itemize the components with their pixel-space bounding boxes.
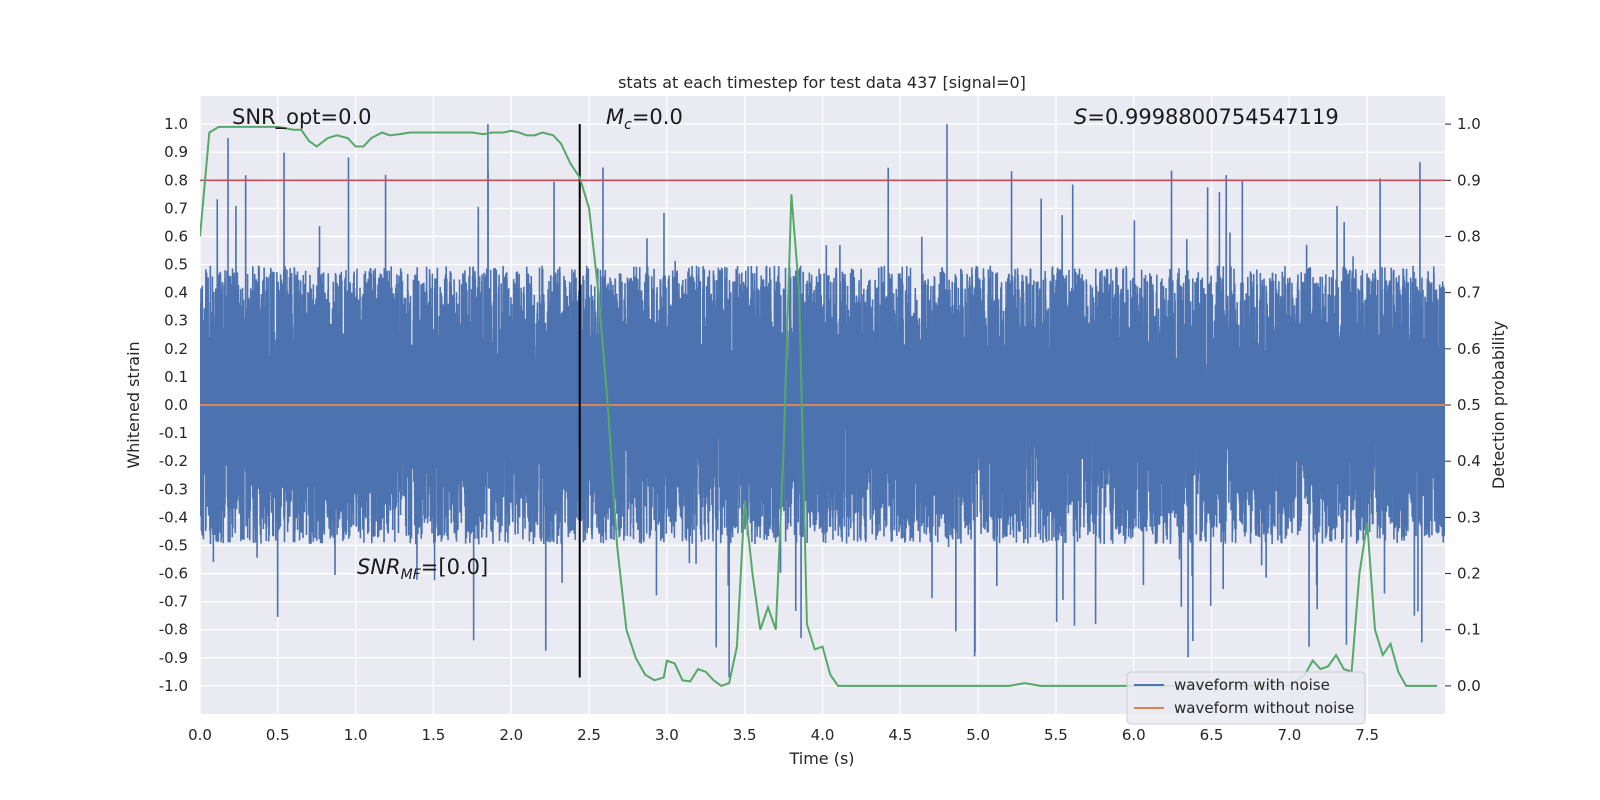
chirp-mass-value: =0.0 xyxy=(632,105,683,129)
y-tick-label: -0.5 xyxy=(159,536,188,554)
score-symbol: S xyxy=(1074,105,1087,129)
annotation-snr-opt: SNR_opt=0.0 xyxy=(232,105,372,130)
y-axis-label: Whitened strain xyxy=(124,341,143,468)
legend: waveform with noise waveform without noi… xyxy=(1126,671,1366,725)
chirp-mass-symbol: M xyxy=(606,105,624,129)
y2-tick-label: 0.3 xyxy=(1457,508,1481,526)
x-tick-label: 6.5 xyxy=(1200,726,1224,744)
y2-tick-label: 0.4 xyxy=(1457,452,1481,470)
y2-tick-label: 0.9 xyxy=(1457,171,1481,189)
x-tick-label: 4.0 xyxy=(811,726,835,744)
y-tick-label: 0.5 xyxy=(164,256,188,274)
y-axis-ticks: -1.0 -0.9 -0.8 -0.7 -0.6 -0.5 -0.4 -0.3 -0.2 -0.1… xyxy=(159,115,188,695)
y-tick-label: 0.4 xyxy=(164,284,188,302)
y2-tick-label: 0.0 xyxy=(1457,677,1481,695)
y-tick-label: 0.9 xyxy=(164,143,188,161)
legend-label-waveform-without-noise: waveform without noise xyxy=(1174,699,1354,717)
y2-tick-label: 0.5 xyxy=(1457,396,1481,414)
y-tick-label: -0.7 xyxy=(159,593,188,611)
y-tick-label: -0.8 xyxy=(159,621,188,639)
y-tick-label: 0.6 xyxy=(164,227,188,245)
y2-tick-label: 0.1 xyxy=(1457,621,1481,639)
annotation-chirp-mass: Mc=0.0 xyxy=(606,105,683,133)
y-tick-label: 0.3 xyxy=(164,312,188,330)
score-value: =0.9998800754547119 xyxy=(1087,105,1338,129)
y2-axis-label: Detection probability xyxy=(1489,321,1508,489)
y2-tick-label: 0.8 xyxy=(1457,227,1481,245)
legend-label-waveform-with-noise: waveform with noise xyxy=(1174,676,1330,694)
y-tick-label: -0.6 xyxy=(159,565,188,583)
x-tick-label: 7.0 xyxy=(1277,726,1301,744)
x-axis-ticks: 0.0 0.5 1.0 1.5 2.0 2.5 3.0 3.5 4.0 4.5 5.0 5.5 6.0 6… xyxy=(188,726,1379,744)
x-tick-label: 2.5 xyxy=(577,726,601,744)
y-tick-label: 1.0 xyxy=(164,115,188,133)
x-tick-label: 5.0 xyxy=(966,726,990,744)
y-tick-label: -0.4 xyxy=(159,508,188,526)
y2-tick-label: 0.7 xyxy=(1457,284,1481,302)
y2-tick-label: 0.6 xyxy=(1457,340,1481,358)
snr-mf-value: =[0.0] xyxy=(421,555,488,579)
snr-mf-symbol: SNR xyxy=(357,555,401,579)
annotation-score: S=0.9998800754547119 xyxy=(1074,105,1339,129)
x-tick-label: 5.5 xyxy=(1044,726,1068,744)
x-tick-label: 6.0 xyxy=(1122,726,1146,744)
snr-mf-subscript: MF xyxy=(401,567,422,583)
x-tick-label: 7.5 xyxy=(1355,726,1379,744)
y-tick-label: 0.7 xyxy=(164,199,188,217)
y2-tick-label: 1.0 xyxy=(1457,115,1481,133)
x-tick-label: 1.0 xyxy=(344,726,368,744)
annotation-snr-mf: SNRMF=[0.0] xyxy=(357,555,488,583)
x-tick-label: 0.0 xyxy=(188,726,212,744)
chirp-mass-subscript: c xyxy=(624,117,632,133)
x-tick-label: 3.0 xyxy=(655,726,679,744)
x-tick-label: 3.5 xyxy=(733,726,757,744)
legend-box xyxy=(1126,671,1366,725)
y-tick-label: -1.0 xyxy=(159,677,188,695)
y-tick-label: -0.2 xyxy=(159,452,188,470)
y-tick-label: 0.8 xyxy=(164,171,188,189)
y-tick-label: 0.2 xyxy=(164,340,188,358)
y-tick-label: 0.0 xyxy=(164,396,188,414)
x-tick-label: 2.0 xyxy=(499,726,523,744)
x-tick-label: 0.5 xyxy=(266,726,290,744)
y2-axis-ticks: 0.0 0.1 0.2 0.3 0.4 0.5 0.6 0.7 0.8 0.9 1.0 xyxy=(1445,115,1481,695)
x-tick-label: 1.5 xyxy=(422,726,446,744)
x-axis-label: Time (s) xyxy=(788,749,854,768)
y-tick-label: 0.1 xyxy=(164,368,188,386)
x-tick-label: 4.5 xyxy=(888,726,912,744)
series-waveform-with-noise xyxy=(200,124,1445,678)
chart-title: stats at each timestep for test data 437… xyxy=(618,73,1026,92)
y-tick-label: -0.3 xyxy=(159,480,188,498)
y-tick-label: -0.9 xyxy=(159,649,188,667)
y2-tick-label: 0.2 xyxy=(1457,565,1481,583)
y-tick-label: -0.1 xyxy=(159,424,188,442)
